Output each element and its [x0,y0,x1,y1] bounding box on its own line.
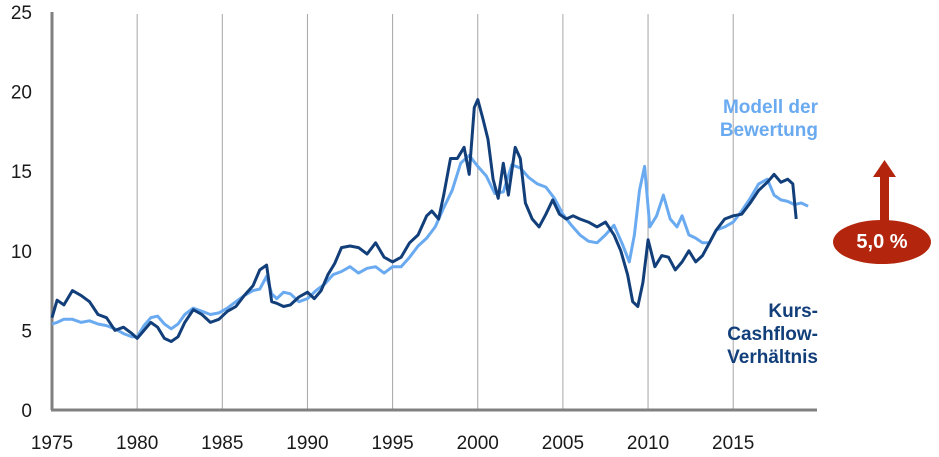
y-tick-label: 25 [11,3,32,24]
series-kurs-cashflow-verhaeltnis [50,98,798,343]
y-tick-label: 5 [21,321,32,342]
y-tick-label: 20 [11,83,32,104]
legend-model-line1: Modell der [722,97,818,118]
vertical-gridlines [136,14,734,409]
x-tick-label: 2000 [457,433,499,454]
x-tick-label: 2005 [542,433,584,454]
y-tick-label: 15 [11,162,32,183]
x-tick-label: 2015 [712,433,754,454]
x-tick-label: 2010 [627,433,669,454]
arrow-up-icon [873,160,896,225]
series-modell-der-bewertung [51,153,809,339]
x-axis-ticks: 1975 1980 1985 1990 1995 2000 2005 2010 2015 [31,433,754,454]
y-tick-label: 10 [11,242,32,263]
growth-badge: 5,0 % [833,220,931,264]
legend-kcv-line2: Cashflow- [727,324,818,345]
legend-kcv-line3: Verhältnis [727,347,818,368]
x-tick-label: 1980 [116,433,158,454]
y-tick-label: 0 [21,401,32,422]
x-tick-label: 1995 [371,433,413,454]
legend-label-kcv: Kurs- Cashflow- Verhältnis [660,300,818,369]
y-axis-ticks: 0 5 10 15 20 25 [11,3,32,422]
x-tick-label: 1985 [201,433,243,454]
legend-kcv-line1: Kurs- [768,301,818,322]
x-tick-label: 1975 [31,433,73,454]
x-tick-label: 1990 [286,433,328,454]
legend-label-modell: Modell der Bewertung [660,96,818,142]
legend-model-line2: Bewertung [719,120,818,141]
